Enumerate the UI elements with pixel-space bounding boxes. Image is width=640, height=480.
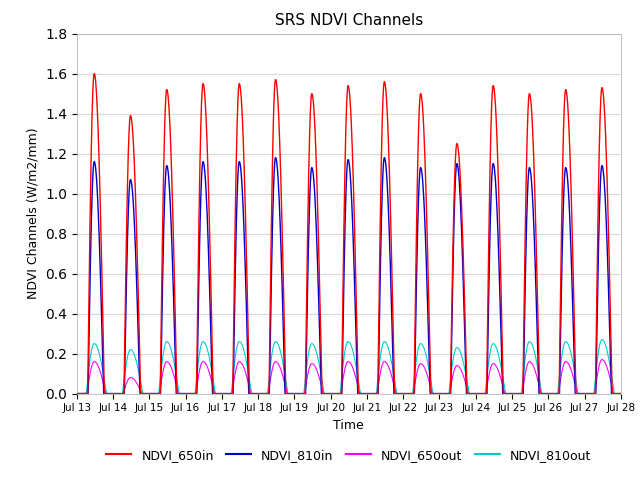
Y-axis label: NDVI Channels (W/m2/mm): NDVI Channels (W/m2/mm) <box>26 128 40 300</box>
Title: SRS NDVI Channels: SRS NDVI Channels <box>275 13 423 28</box>
X-axis label: Time: Time <box>333 419 364 432</box>
Legend: NDVI_650in, NDVI_810in, NDVI_650out, NDVI_810out: NDVI_650in, NDVI_810in, NDVI_650out, NDV… <box>101 444 596 467</box>
